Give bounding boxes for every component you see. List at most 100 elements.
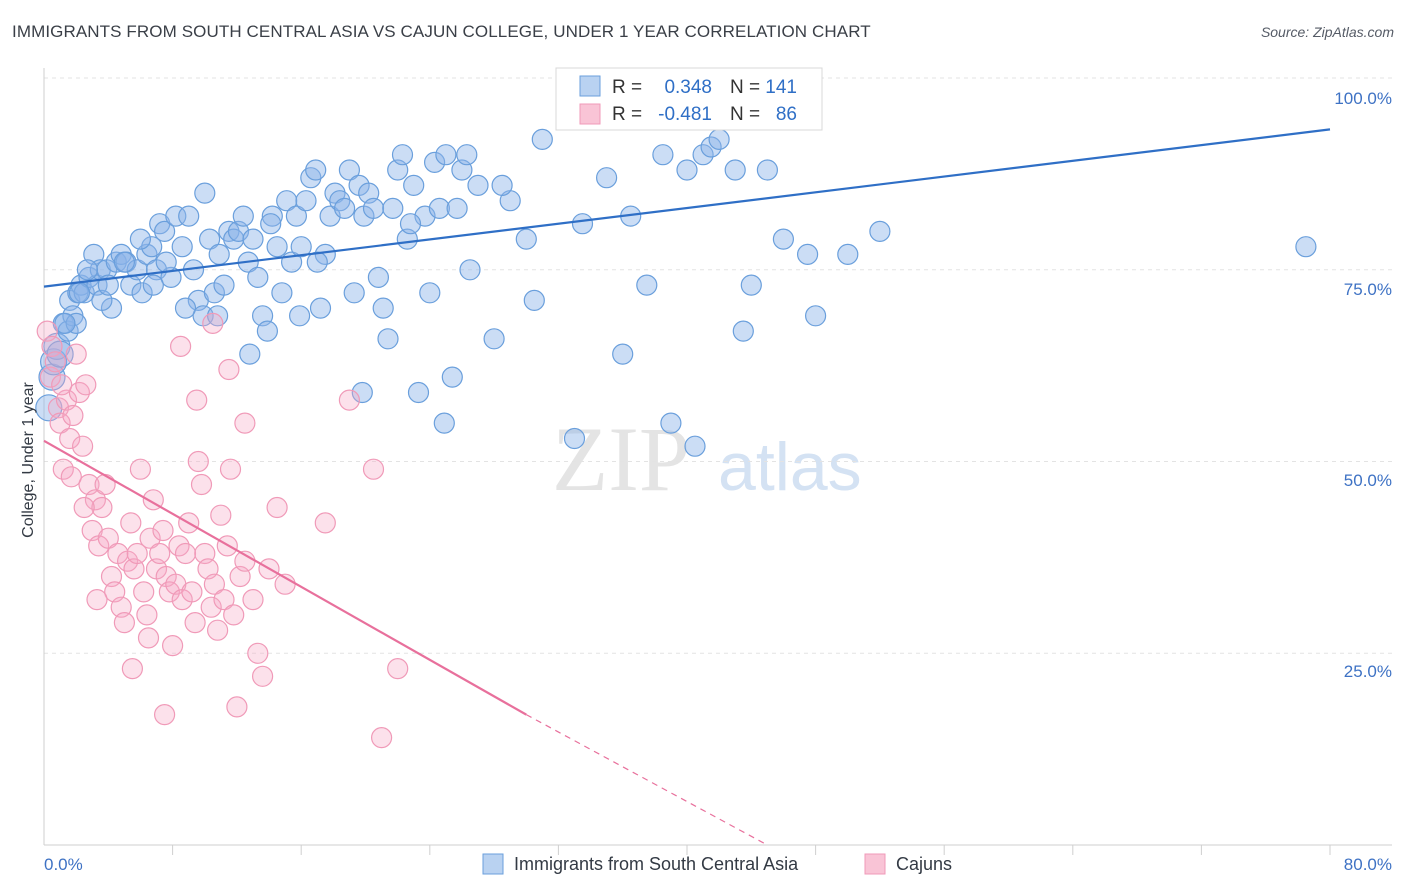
point-south-central-asia-131: [660, 412, 682, 434]
point-cajuns-47: [184, 611, 206, 634]
point-cajuns-58: [219, 458, 242, 480]
point-south-central-asia-106: [732, 320, 754, 342]
y-tick-label-25: 25.0%: [1344, 662, 1392, 681]
point-south-central-asia-94: [531, 128, 553, 150]
point-south-central-asia-66: [338, 159, 360, 181]
point-cajuns-67: [266, 496, 288, 519]
point-cajuns-55: [210, 504, 232, 526]
point-cajuns-70: [338, 389, 360, 411]
stats-r-label-blue: R =: [612, 77, 642, 98]
stats-n-value-pink: 86: [776, 104, 797, 125]
y-tick-label-75: 75.0%: [1344, 280, 1392, 299]
point-cajuns-78: [137, 627, 160, 649]
point-south-central-asia-126: [459, 259, 481, 281]
legend-label-south-central-asia: Immigrants from South Central Asia: [514, 854, 799, 874]
point-cajuns-85: [60, 466, 82, 488]
point-cajuns-60: [226, 696, 248, 718]
y-tick-label-100: 100.0%: [1334, 89, 1392, 108]
point-south-central-asia-67: [343, 282, 365, 304]
point-south-central-asia-140: [1295, 236, 1317, 258]
point-south-central-asia-72: [367, 266, 389, 288]
point-cajuns-37: [152, 519, 174, 542]
point-cajuns-77: [121, 657, 143, 680]
point-south-central-asia-56: [290, 236, 312, 258]
point-south-central-asia-116: [289, 305, 311, 327]
point-south-central-asia-52: [271, 282, 293, 304]
point-south-central-asia-122: [260, 213, 282, 235]
point-cajuns-3: [44, 351, 66, 373]
watermark-zip: ZIP: [552, 408, 690, 510]
point-south-central-asia-120: [174, 297, 197, 319]
point-cajuns-59: [223, 604, 245, 626]
source-label: Source: ZipAtlas.com: [1260, 24, 1394, 40]
point-cajuns-82: [202, 312, 224, 334]
point-south-central-asia-137: [68, 282, 91, 304]
point-cajuns-19: [94, 473, 116, 496]
point-south-central-asia-39: [208, 243, 230, 265]
point-south-central-asia-36: [194, 182, 216, 204]
point-cajuns-49: [190, 473, 213, 496]
point-cajuns-13: [75, 374, 97, 396]
axis-ticks: [172, 845, 1331, 855]
legend-swatch-south-central-asia: [482, 853, 504, 875]
bottom-legend: Immigrants from South Central Asia Cajun…: [482, 853, 952, 875]
point-south-central-asia-31: [165, 205, 187, 227]
point-south-central-asia-115: [239, 343, 261, 365]
stats-legend: R = 0.348 N = 141 R = -0.481 N = 86: [555, 67, 823, 131]
point-south-central-asia-73: [372, 297, 394, 319]
point-cajuns-65: [252, 665, 274, 687]
point-cajuns-64: [247, 642, 269, 664]
point-south-central-asia-89: [456, 144, 478, 166]
point-south-central-asia-59: [305, 159, 327, 181]
point-south-central-asia-117: [351, 381, 373, 404]
point-south-central-asia-112: [113, 251, 136, 273]
point-south-central-asia-128: [523, 289, 545, 311]
stats-r-value-pink: -0.481: [658, 104, 712, 125]
point-south-central-asia-110: [837, 243, 859, 265]
point-south-central-asia-139: [155, 251, 177, 273]
point-south-central-asia-134: [804, 305, 827, 327]
point-cajuns-71: [362, 458, 385, 480]
point-south-central-asia-84: [428, 197, 450, 219]
point-south-central-asia-101: [676, 159, 698, 181]
point-cajuns-31: [133, 581, 155, 603]
point-south-central-asia-60: [309, 297, 332, 319]
point-cajuns-83: [218, 358, 240, 381]
point-south-central-asia-29: [154, 220, 176, 242]
point-south-central-asia-79: [403, 174, 425, 196]
trend-line-cajuns-extrapolated: [525, 714, 768, 846]
point-south-central-asia-96: [563, 427, 586, 450]
point-cajuns-54: [207, 619, 229, 641]
point-cajuns-75: [73, 496, 95, 519]
watermark-atlas: atlas: [718, 429, 862, 505]
point-cajuns-36: [149, 542, 171, 565]
point-cajuns-30: [129, 458, 151, 480]
point-south-central-asia-136: [54, 312, 76, 334]
point-south-central-asia-103: [692, 144, 714, 166]
point-cajuns-18: [91, 496, 113, 519]
point-cajuns-53: [203, 573, 225, 595]
point-south-central-asia-123: [306, 251, 328, 273]
point-south-central-asia-65: [334, 197, 356, 219]
point-south-central-asia-24: [131, 282, 153, 304]
point-south-central-asia-125: [433, 412, 455, 434]
point-cajuns-79: [154, 703, 176, 726]
point-cajuns-29: [126, 542, 148, 565]
point-cajuns-44: [174, 542, 197, 565]
point-south-central-asia-26: [141, 236, 163, 258]
point-south-central-asia-55: [285, 205, 307, 227]
point-south-central-asia-57: [295, 190, 317, 212]
point-south-central-asia-46: [242, 228, 264, 250]
point-cajuns-46: [181, 581, 203, 603]
point-cajuns-10: [65, 343, 87, 365]
point-south-central-asia-74: [377, 328, 399, 350]
trend-line-cajuns: [43, 439, 527, 716]
point-south-central-asia-127: [491, 174, 513, 196]
point-south-central-asia-77: [391, 144, 414, 166]
point-cajuns-33: [139, 527, 161, 549]
chart-title: IMMIGRANTS FROM SOUTH CENTRAL ASIA VS CA…: [12, 22, 871, 41]
x-tick-label-max: 80.0%: [1344, 855, 1392, 874]
point-south-central-asia-83: [424, 151, 446, 173]
point-cajuns-27: [120, 512, 142, 534]
